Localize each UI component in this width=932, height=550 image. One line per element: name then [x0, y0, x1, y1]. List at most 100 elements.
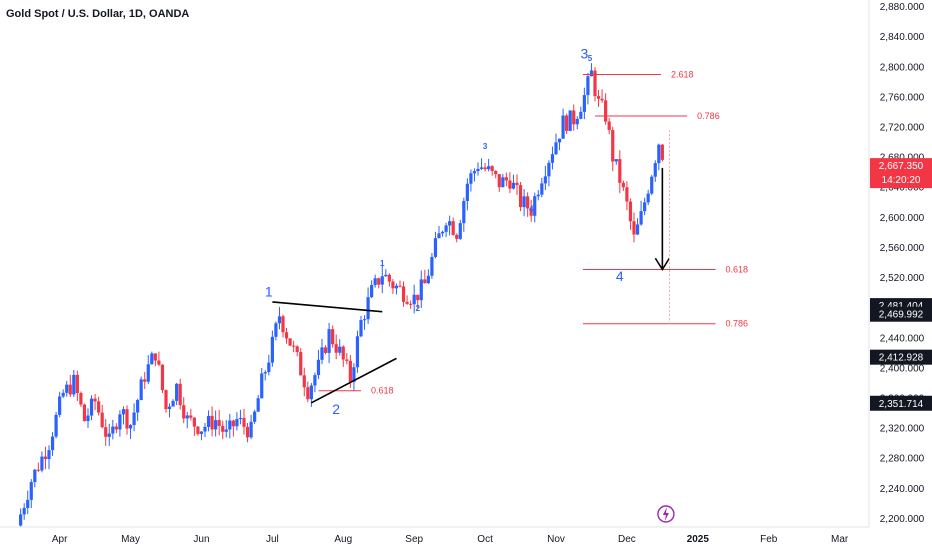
candle — [160, 364, 165, 394]
candle-body — [43, 456, 48, 460]
candle — [487, 158, 491, 172]
candle-body — [157, 360, 161, 365]
candle — [596, 89, 601, 107]
candle — [82, 403, 87, 422]
x-tick-label: 2025 — [687, 534, 710, 545]
candle-body — [29, 482, 33, 500]
candle-body — [387, 274, 391, 282]
candle — [29, 479, 33, 509]
candle — [111, 419, 115, 440]
candle — [253, 409, 257, 424]
candle-body — [292, 345, 296, 347]
candle — [437, 225, 441, 239]
candle — [419, 270, 423, 309]
price-axis[interactable]: 2,200.0002,240.0002,280.0002,320.0002,36… — [868, 0, 932, 527]
candle-body — [575, 118, 579, 125]
candle-body — [614, 159, 618, 162]
candle-body — [550, 154, 555, 163]
candle — [646, 189, 650, 206]
candle-body — [412, 294, 416, 305]
candle-body — [284, 332, 289, 339]
candle-body — [600, 98, 604, 101]
candle-body — [440, 231, 445, 234]
candle-body — [136, 400, 140, 413]
y-tick-label: 2,840.000 — [880, 32, 925, 43]
candle — [504, 172, 508, 187]
candle-body — [302, 375, 306, 388]
x-tick-label: Mar — [831, 534, 849, 545]
candle — [483, 162, 487, 172]
fib-level-label: 0.786 — [726, 319, 749, 329]
candle — [206, 410, 211, 432]
time-axis[interactable]: Apr May Jun Jul Aug Sep Oct Nov Dec 2025 Feb Mar — [0, 526, 869, 545]
candle-body — [214, 420, 218, 430]
candle-body — [508, 180, 512, 189]
candle — [380, 265, 384, 294]
candle — [270, 330, 274, 367]
candle — [621, 180, 625, 191]
candle-body — [97, 401, 101, 413]
candle — [582, 87, 586, 120]
candle-body — [650, 176, 654, 194]
candle-body — [377, 278, 381, 285]
candle — [373, 274, 377, 288]
candle-body — [348, 360, 352, 382]
candle-body — [111, 426, 115, 434]
candle-body — [242, 418, 246, 427]
candle — [355, 330, 360, 373]
candle-body — [107, 433, 111, 437]
candle — [405, 295, 409, 305]
candle-body — [185, 415, 189, 419]
candle — [107, 423, 111, 446]
candle — [196, 425, 200, 436]
fib-level-label: 0.618 — [726, 265, 749, 275]
candle-body — [384, 274, 388, 277]
candle-body — [635, 224, 640, 235]
candle — [217, 409, 221, 436]
candle — [391, 278, 395, 294]
candle — [632, 212, 636, 243]
candle-body — [643, 202, 647, 212]
candle-body — [518, 185, 523, 208]
candle — [593, 67, 597, 102]
candle — [377, 277, 381, 289]
candle-body — [253, 411, 257, 422]
candle-body — [288, 338, 292, 346]
candle — [203, 422, 207, 438]
candle — [511, 174, 516, 190]
candle — [412, 284, 416, 314]
candle — [536, 189, 540, 201]
y-tick-label: 2,240.000 — [880, 484, 925, 495]
candle-body — [362, 319, 367, 321]
candle — [150, 351, 154, 365]
candle-body — [604, 100, 608, 122]
candle — [284, 327, 289, 344]
candle — [526, 192, 530, 217]
wave-label: 5 — [588, 54, 593, 63]
candle-body — [22, 507, 26, 515]
candle-body — [398, 285, 402, 287]
candle — [281, 314, 285, 338]
candle — [224, 419, 228, 438]
candle — [440, 230, 445, 237]
candle-body — [596, 96, 601, 99]
candle-body — [543, 176, 547, 184]
candle — [192, 416, 196, 436]
candle-body — [497, 174, 501, 188]
candle — [125, 405, 129, 435]
candle-body — [40, 456, 44, 471]
candle — [231, 419, 235, 437]
chart-title: Gold Spot / U.S. Dollar, 1D, OANDA — [6, 8, 190, 20]
candle-body — [341, 346, 345, 360]
candle-body — [409, 303, 413, 305]
candle-body — [547, 162, 551, 177]
candle-body — [419, 279, 423, 301]
fib-level-label: 2.618 — [671, 70, 694, 80]
candle-body — [625, 187, 629, 202]
candle-body — [235, 419, 239, 427]
candle — [136, 398, 140, 421]
candle-body — [86, 415, 90, 422]
candle — [628, 198, 633, 230]
candle — [618, 150, 622, 194]
